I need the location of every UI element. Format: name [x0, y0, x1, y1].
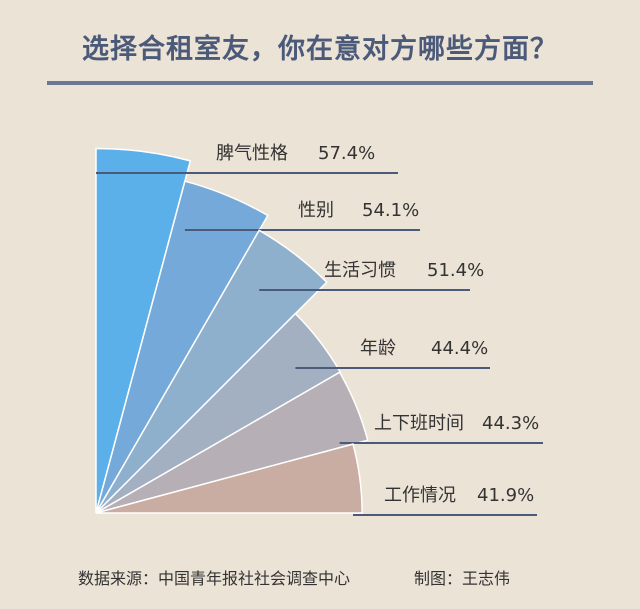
fan-slice	[95, 180, 269, 514]
value-label: 44.4%	[431, 338, 488, 359]
value-label: 41.9%	[477, 485, 534, 506]
fan-slice	[95, 371, 369, 514]
value-label: 44.3%	[482, 413, 539, 434]
category-label: 工作情况	[384, 485, 456, 506]
data-source-note: 数据来源：中国青年报社社会调查中心	[78, 569, 351, 588]
chart-title: 选择合租室友，你在意对方哪些方面？	[82, 34, 558, 65]
category-label: 上下班时间	[374, 413, 464, 434]
value-label: 51.4%	[427, 260, 484, 281]
fan-slice	[95, 147, 192, 514]
chart-credit: 制图：王志伟	[414, 569, 511, 588]
category-label: 性别	[298, 200, 334, 221]
category-label: 年龄	[360, 338, 396, 359]
fan-slice	[95, 229, 328, 514]
category-label: 生活习惯	[324, 260, 396, 281]
fan-slice	[95, 443, 363, 514]
category-label: 脾气性格	[216, 143, 288, 164]
value-label: 54.1%	[362, 200, 419, 221]
value-label: 57.4%	[318, 143, 375, 164]
title-divider	[47, 81, 593, 85]
